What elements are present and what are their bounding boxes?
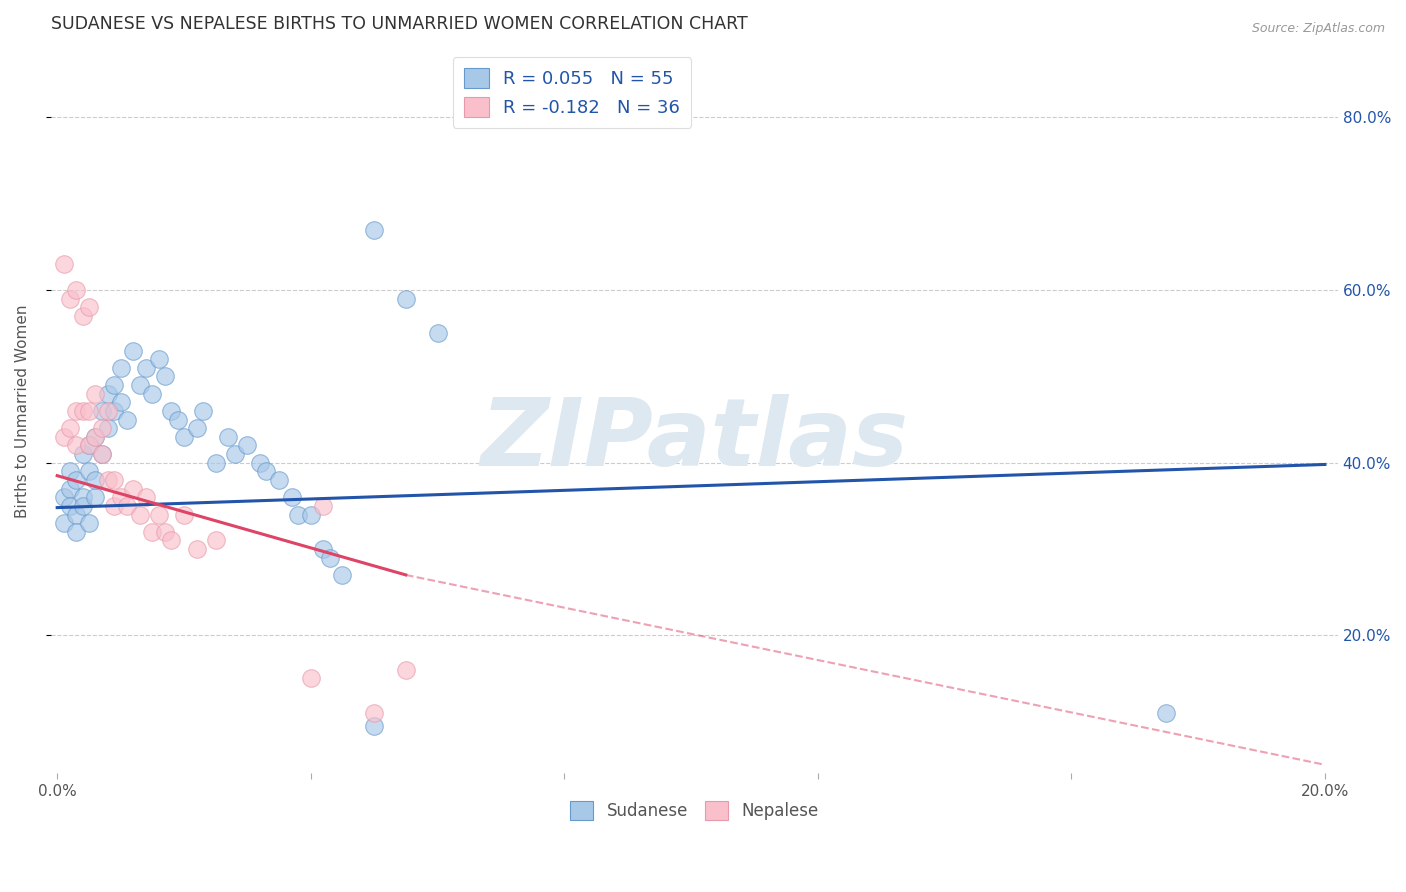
Point [153, 524, 176, 539]
Point [110, 395, 132, 409]
Point [90, 447, 112, 461]
Point [84, 430, 107, 444]
Point [90, 421, 112, 435]
Point [141, 524, 163, 539]
Point [97, 473, 120, 487]
Point [267, 473, 290, 487]
Point [77, 301, 100, 315]
Point [236, 438, 259, 452]
Point [103, 473, 125, 487]
Point [128, 378, 150, 392]
Point [224, 447, 246, 461]
Point [97, 421, 120, 435]
Point [65, 473, 87, 487]
Point [84, 386, 107, 401]
Point [319, 550, 342, 565]
Point [77, 516, 100, 530]
Point [186, 542, 208, 557]
Point [59, 499, 82, 513]
Point [59, 464, 82, 478]
Point [186, 421, 208, 435]
Point [173, 508, 195, 522]
Point [312, 499, 335, 513]
Point [426, 326, 449, 341]
Point [103, 378, 125, 392]
Point [59, 421, 82, 435]
Point [110, 360, 132, 375]
Point [135, 360, 157, 375]
Point [52, 516, 75, 530]
Point [115, 499, 138, 513]
Point [110, 490, 132, 504]
Point [72, 404, 94, 418]
Point [97, 386, 120, 401]
Point [249, 456, 271, 470]
Point [77, 464, 100, 478]
Text: Source: ZipAtlas.com: Source: ZipAtlas.com [1251, 22, 1385, 36]
Point [128, 508, 150, 522]
Point [84, 473, 107, 487]
Point [77, 438, 100, 452]
Point [103, 404, 125, 418]
Point [312, 542, 335, 557]
Point [1156, 706, 1178, 720]
Point [173, 430, 195, 444]
Point [59, 482, 82, 496]
Point [72, 490, 94, 504]
Point [103, 499, 125, 513]
Point [148, 508, 170, 522]
Point [141, 386, 163, 401]
Point [59, 292, 82, 306]
Point [52, 257, 75, 271]
Point [153, 369, 176, 384]
Point [52, 490, 75, 504]
Point [299, 672, 322, 686]
Point [204, 456, 226, 470]
Point [84, 490, 107, 504]
Point [299, 508, 322, 522]
Point [148, 352, 170, 367]
Point [395, 663, 418, 677]
Point [217, 430, 239, 444]
Point [52, 430, 75, 444]
Point [77, 438, 100, 452]
Point [166, 412, 188, 426]
Point [65, 404, 87, 418]
Text: SUDANESE VS NEPALESE BIRTHS TO UNMARRIED WOMEN CORRELATION CHART: SUDANESE VS NEPALESE BIRTHS TO UNMARRIED… [51, 15, 748, 33]
Point [72, 499, 94, 513]
Point [395, 292, 418, 306]
Point [363, 706, 385, 720]
Legend: Sudanese, Nepalese: Sudanese, Nepalese [564, 795, 825, 827]
Point [84, 430, 107, 444]
Point [160, 533, 183, 548]
Text: ZIPatlas: ZIPatlas [481, 394, 908, 486]
Point [65, 508, 87, 522]
Point [204, 533, 226, 548]
Point [90, 404, 112, 418]
Point [72, 447, 94, 461]
Point [254, 464, 277, 478]
Point [115, 412, 138, 426]
Point [363, 719, 385, 733]
Point [77, 404, 100, 418]
Point [191, 404, 214, 418]
Point [65, 438, 87, 452]
Point [122, 482, 145, 496]
Point [135, 490, 157, 504]
Point [332, 568, 354, 582]
Point [280, 490, 302, 504]
Point [65, 283, 87, 297]
Y-axis label: Births to Unmarried Women: Births to Unmarried Women [15, 304, 30, 517]
Point [90, 447, 112, 461]
Point [97, 404, 120, 418]
Point [363, 223, 385, 237]
Point [72, 309, 94, 323]
Point [65, 524, 87, 539]
Point [122, 343, 145, 358]
Point [160, 404, 183, 418]
Point [287, 508, 309, 522]
